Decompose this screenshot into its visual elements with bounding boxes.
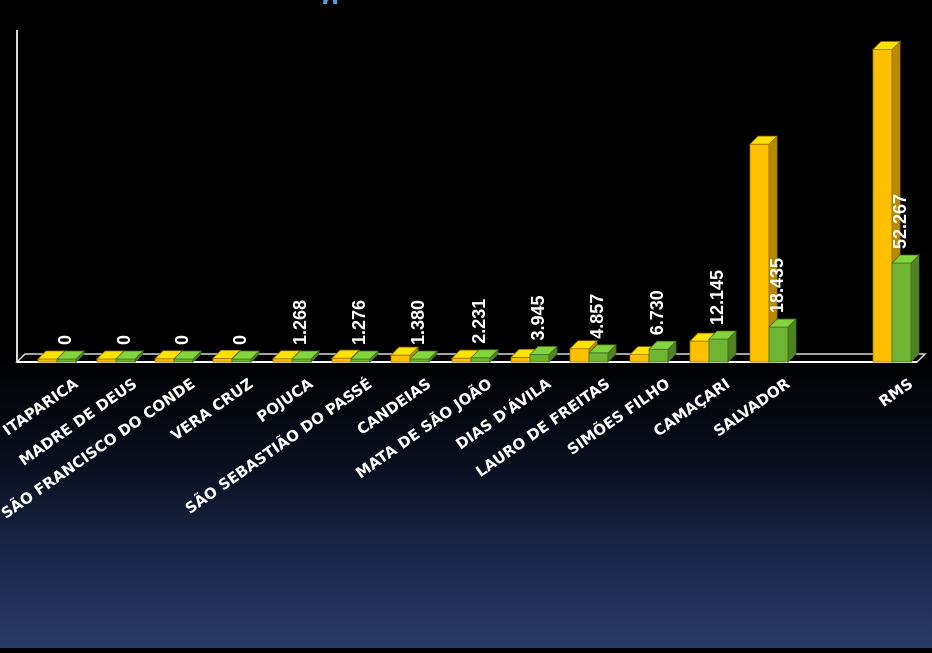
data-label-12: 18.435 xyxy=(767,258,787,313)
bar-series1-12 xyxy=(749,135,778,363)
bar-series2-8 xyxy=(529,345,558,363)
data-label-4: 1.268 xyxy=(290,300,310,345)
bar-series2-10 xyxy=(648,340,677,363)
data-label-6: 1.380 xyxy=(408,300,428,345)
bar-series2-7 xyxy=(470,348,499,363)
bar-series2-2 xyxy=(173,350,202,363)
bar-series2-4 xyxy=(291,350,320,363)
data-label-0: 0 xyxy=(55,335,75,345)
category-label-10: SIMÕES FILHO xyxy=(563,374,673,459)
bar-series2-11 xyxy=(708,330,737,363)
data-label-5: 1.276 xyxy=(349,300,369,345)
category-label-13: RMS xyxy=(875,375,916,411)
bar-series1-13 xyxy=(872,40,901,363)
data-label-3: 0 xyxy=(230,335,250,345)
bar-series2-5 xyxy=(350,350,379,363)
data-label-10: 6.730 xyxy=(647,290,667,335)
data-label-9: 4.857 xyxy=(587,294,607,339)
bar-series2-0 xyxy=(56,350,85,363)
category-label-8: DIAS D'ÁVILA xyxy=(452,373,555,453)
data-label-13: 52.267 xyxy=(890,194,910,249)
data-label-7: 2.231 xyxy=(469,299,489,344)
data-label-2: 0 xyxy=(172,335,192,345)
data-label-1: 0 xyxy=(114,335,134,345)
data-label-8: 3.945 xyxy=(528,295,548,340)
title-fragment: g xyxy=(322,0,346,4)
bar-series2-1 xyxy=(115,350,144,363)
bar-series2-12 xyxy=(768,318,797,363)
data-label-11: 12.145 xyxy=(707,270,727,325)
bar-series2-3 xyxy=(231,350,260,363)
bar-series2-9 xyxy=(588,343,617,363)
bar-series2-6 xyxy=(409,350,438,363)
bar-series2-13 xyxy=(891,254,920,363)
